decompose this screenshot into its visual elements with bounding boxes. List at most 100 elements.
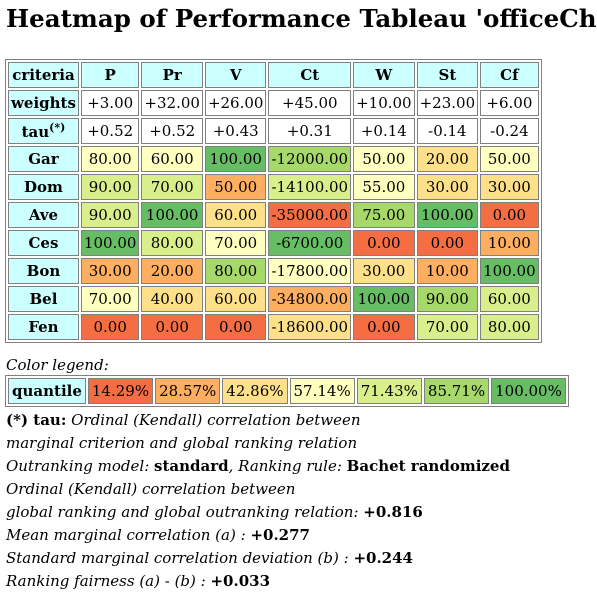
heat-cell: 70.00: [204, 230, 267, 256]
tau-note-line2: marginal criterion and global ranking re…: [6, 432, 510, 455]
tau-note-text1: Ordinal (Kendall) correlation between: [71, 411, 361, 429]
fair-value: +0.033: [210, 572, 271, 590]
heat-cell: 0.00: [141, 314, 203, 340]
heat-cell: 90.00: [80, 202, 140, 228]
criterion-header: V: [204, 62, 267, 88]
weight-cell: +45.00: [268, 90, 352, 116]
std-label: Standard marginal correlation deviation …: [6, 549, 354, 567]
heatmap-table: criteria P Pr V Ct W St Cf weights +3.00 +32.00 +26…: [5, 59, 542, 343]
criterion-header: P: [80, 62, 140, 88]
notes: (*) tau: Ordinal (Kendall) correlation b…: [6, 409, 510, 593]
mean-label: Mean marginal correlation (a) :: [6, 526, 251, 544]
heat-cell: 90.00: [80, 174, 140, 200]
tau-row: tau(*) +0.52 +0.52 +0.43 +0.31 +0.14 -0.14 -0.2…: [8, 118, 539, 144]
weight-cell: +23.00: [416, 90, 479, 116]
tau-cell: +0.52: [80, 118, 140, 144]
heat-cell: 60.00: [480, 286, 539, 312]
weight-cell: +26.00: [204, 90, 267, 116]
heat-cell: 0.00: [204, 314, 267, 340]
heat-cell: 80.00: [480, 314, 539, 340]
weights-row: weights +3.00 +32.00 +26.00 +45.00 +10.00 +23.…: [8, 90, 539, 116]
weights-label: weights: [8, 90, 79, 116]
heat-cell: 0.00: [480, 202, 539, 228]
tau-label-mark: (*): [49, 121, 66, 134]
criterion-header: Ct: [268, 62, 352, 88]
heat-cell: 75.00: [353, 202, 415, 228]
heat-cell: 80.00: [80, 146, 140, 172]
row-header: Gar: [8, 146, 79, 172]
tau-cell: -0.24: [480, 118, 539, 144]
row-header: Bon: [8, 258, 79, 284]
heat-cell: -12000.00: [268, 146, 352, 172]
rule-value: Bachet randomized: [346, 457, 510, 475]
heat-cell: 40.00: [141, 286, 203, 312]
legend-swatch: 71.43%: [356, 378, 422, 404]
heat-cell: -18600.00: [268, 314, 352, 340]
table-row: Gar 80.00 60.00 100.00 -12000.00 50.00 20.00 50…: [8, 146, 539, 172]
tau-cell: +0.43: [204, 118, 267, 144]
heat-cell: 10.00: [416, 258, 479, 284]
corr-value: +0.816: [363, 503, 423, 521]
legend-row: quantile 14.29% 28.57% 42.86% 57.14% 71.43% 85…: [8, 378, 566, 404]
row-header: Ave: [8, 202, 79, 228]
table-row: Ces 100.00 80.00 70.00 -6700.00 0.00 0.00 10.00: [8, 230, 539, 256]
heat-cell: 30.00: [480, 174, 539, 200]
table-row: Bel 70.00 40.00 60.00 -34800.00 100.00 90.00 60…: [8, 286, 539, 312]
heat-cell: 70.00: [141, 174, 203, 200]
weight-cell: +32.00: [141, 90, 203, 116]
table-row: Fen 0.00 0.00 0.00 -18600.00 0.00 70.00 80.00: [8, 314, 539, 340]
heat-cell: 50.00: [480, 146, 539, 172]
heat-cell: 50.00: [353, 146, 415, 172]
heat-cell: 0.00: [80, 314, 140, 340]
heat-cell: 20.00: [416, 146, 479, 172]
heat-cell: 100.00: [204, 146, 267, 172]
tau-cell: +0.52: [141, 118, 203, 144]
legend-title: Color legend:: [6, 356, 109, 374]
legend-swatch: 42.86%: [222, 378, 288, 404]
table-row: Dom 90.00 70.00 50.00 -14100.00 55.00 30.00 30.…: [8, 174, 539, 200]
heat-cell: 100.00: [80, 230, 140, 256]
heat-cell: 30.00: [80, 258, 140, 284]
criterion-header: Cf: [480, 62, 539, 88]
heat-cell: -17800.00: [268, 258, 352, 284]
tau-note-text2: marginal criterion and global ranking re…: [6, 434, 358, 452]
tau-note-mark: (*) tau:: [6, 411, 67, 429]
tau-cell: +0.31: [268, 118, 352, 144]
criterion-header: Pr: [141, 62, 203, 88]
heat-cell: 100.00: [353, 286, 415, 312]
std-line: Standard marginal correlation deviation …: [6, 547, 510, 570]
page-title: Heatmap of Performance Tableau 'officeCh…: [6, 4, 597, 33]
weight-cell: +6.00: [480, 90, 539, 116]
legend-table: quantile 14.29% 28.57% 42.86% 57.14% 71.43% 85…: [5, 375, 569, 407]
table-row: Bon 30.00 20.00 80.00 -17800.00 30.00 10.00 100…: [8, 258, 539, 284]
tau-note-line1: (*) tau: Ordinal (Kendall) correlation b…: [6, 409, 510, 432]
heat-cell: -14100.00: [268, 174, 352, 200]
row-header: Fen: [8, 314, 79, 340]
heat-cell: 20.00: [141, 258, 203, 284]
criteria-label: criteria: [8, 62, 79, 88]
fair-line: Ranking fairness (a) - (b) : +0.033: [6, 570, 510, 593]
tau-label-text: tau: [21, 123, 50, 141]
std-value: +0.244: [353, 549, 413, 567]
legend-label: quantile: [8, 378, 86, 404]
heat-cell: 90.00: [416, 286, 479, 312]
table-row: Ave 90.00 100.00 60.00 -35000.00 75.00 100.00 0…: [8, 202, 539, 228]
corr-text2: global ranking and global outranking rel…: [6, 503, 364, 521]
tau-label: tau(*): [8, 118, 79, 144]
heat-cell: -6700.00: [268, 230, 352, 256]
weight-cell: +3.00: [80, 90, 140, 116]
heat-cell: 10.00: [480, 230, 539, 256]
heat-cell: 30.00: [353, 258, 415, 284]
tau-cell: +0.14: [353, 118, 415, 144]
heat-cell: -34800.00: [268, 286, 352, 312]
corr-line1: Ordinal (Kendall) correlation between: [6, 478, 510, 501]
mean-value: +0.277: [250, 526, 310, 544]
model-value: standard: [154, 457, 229, 475]
row-header: Ces: [8, 230, 79, 256]
row-header: Dom: [8, 174, 79, 200]
heat-cell: 60.00: [141, 146, 203, 172]
heat-cell: 70.00: [416, 314, 479, 340]
mean-line: Mean marginal correlation (a) : +0.277: [6, 524, 510, 547]
model-line: Outranking model: standard, Ranking rule…: [6, 455, 510, 478]
criterion-header: St: [416, 62, 479, 88]
